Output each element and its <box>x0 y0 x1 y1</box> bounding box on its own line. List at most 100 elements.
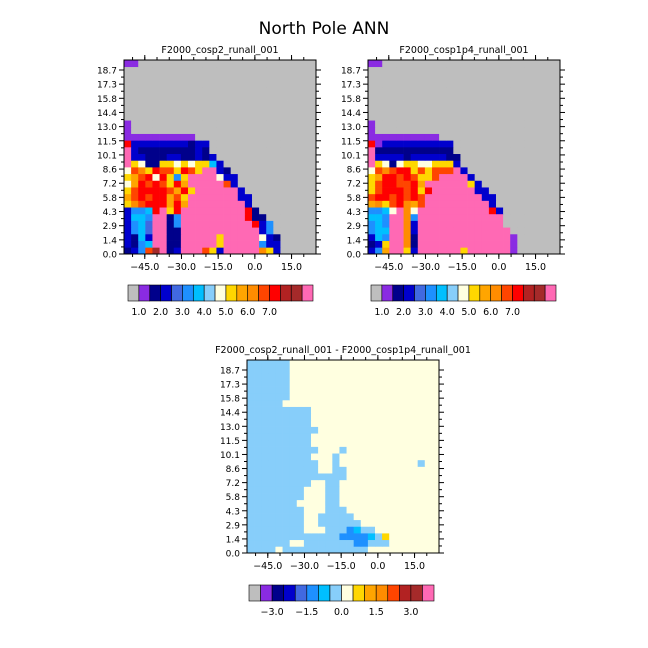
heatmap-cell <box>346 406 355 414</box>
heatmap-cell <box>247 399 255 407</box>
heatmap-cell <box>339 399 347 407</box>
heatmap-cell <box>138 200 146 208</box>
heatmap-cell <box>296 526 305 534</box>
heatmap-cell <box>510 207 518 215</box>
heatmap-cell <box>247 459 255 467</box>
heatmap-cell <box>552 120 561 128</box>
heatmap-cell <box>367 533 376 541</box>
heatmap-cell <box>403 126 412 134</box>
heatmap-cell <box>375 126 383 134</box>
heatmap-cell <box>368 113 376 121</box>
heatmap-cell <box>273 140 281 148</box>
heatmap-cell <box>346 459 355 467</box>
heatmap-cell <box>545 153 554 161</box>
heatmap-cell <box>124 66 132 74</box>
colorbar-box <box>248 584 261 602</box>
heatmap-cell <box>389 413 397 421</box>
heatmap-cell <box>247 379 255 387</box>
heatmap-cell <box>524 140 532 148</box>
heatmap-cell <box>209 100 217 108</box>
heatmap-cell <box>230 240 239 248</box>
heatmap-cell <box>308 187 317 195</box>
heatmap-cell <box>202 66 210 74</box>
heatmap-cell <box>545 200 554 208</box>
heatmap-cell <box>396 120 404 128</box>
heatmap-cell <box>237 86 246 94</box>
heatmap-cell <box>368 126 376 134</box>
heatmap-cell <box>410 426 419 434</box>
heatmap-cell <box>503 200 511 208</box>
heatmap-cell <box>275 413 283 421</box>
heatmap-cell <box>517 100 525 108</box>
heatmap-cell <box>346 546 355 554</box>
heatmap-cell <box>517 213 525 221</box>
heatmap-cell <box>230 233 239 241</box>
heatmap-cell <box>252 187 260 195</box>
heatmap-cell <box>474 126 483 134</box>
heatmap-cell <box>131 106 139 114</box>
heatmap-cell <box>280 86 288 94</box>
heatmap-cell <box>360 399 369 407</box>
heatmap-cell <box>474 133 483 141</box>
heatmap-cell <box>145 173 153 181</box>
heatmap-cell <box>488 113 497 121</box>
heatmap-cell <box>431 459 440 467</box>
heatmap-cell <box>273 167 281 175</box>
heatmap-cell <box>159 140 168 148</box>
heatmap-cell <box>287 66 296 74</box>
heatmap-cell <box>318 433 326 441</box>
heatmap-cell <box>230 167 239 175</box>
heatmap-cell <box>287 140 296 148</box>
heatmap-cell <box>439 173 447 181</box>
heatmap-cell <box>209 207 217 215</box>
heatmap-cell <box>216 180 224 188</box>
heatmap-cell <box>538 73 547 81</box>
heatmap-cell <box>261 486 269 494</box>
heatmap-cell <box>545 93 554 101</box>
heatmap-cell <box>332 533 340 541</box>
heatmap-cell <box>488 167 497 175</box>
heatmap-cell <box>294 86 303 94</box>
heatmap-cell <box>318 526 326 534</box>
heatmap-cell <box>488 200 497 208</box>
heatmap-cell <box>538 100 547 108</box>
heatmap-cell <box>261 533 269 541</box>
heatmap-cell <box>131 120 139 128</box>
heatmap-cell <box>424 93 433 101</box>
heatmap-cell <box>424 539 433 547</box>
heatmap-cell <box>247 446 255 454</box>
heatmap-cell <box>209 160 217 168</box>
x-tick-label: −15.0 <box>204 262 233 273</box>
heatmap-cell <box>282 406 291 414</box>
heatmap-cell <box>311 493 319 501</box>
heatmap-cell <box>252 247 260 255</box>
heatmap-cell <box>410 366 419 374</box>
heatmap-cell <box>332 493 340 501</box>
heatmap-cell <box>474 93 483 101</box>
heatmap-cell <box>353 366 362 374</box>
heatmap-cell <box>417 193 426 201</box>
heatmap-cell <box>138 60 146 68</box>
heatmap-cell <box>517 193 525 201</box>
heatmap-cell <box>552 220 561 228</box>
heatmap-cell <box>273 93 281 101</box>
heatmap-cell <box>259 180 267 188</box>
heatmap-cell <box>296 546 305 554</box>
heatmap-cell <box>396 240 404 248</box>
heatmap-cell <box>280 247 288 255</box>
heatmap-cell <box>360 373 369 381</box>
heatmap-cell <box>202 126 210 134</box>
heatmap-cell <box>180 193 189 201</box>
heatmap-cell <box>503 153 511 161</box>
heatmap-cell <box>488 86 497 94</box>
heatmap-cell <box>403 466 411 474</box>
heatmap-cell <box>145 193 153 201</box>
heatmap-cell <box>216 207 224 215</box>
heatmap-cell <box>145 73 153 81</box>
heatmap-cell <box>389 526 397 534</box>
heatmap-cell <box>223 173 232 181</box>
heatmap-cell <box>339 393 347 401</box>
heatmap-cell <box>152 93 160 101</box>
heatmap-cell <box>318 406 326 414</box>
heatmap-cell <box>247 493 255 501</box>
